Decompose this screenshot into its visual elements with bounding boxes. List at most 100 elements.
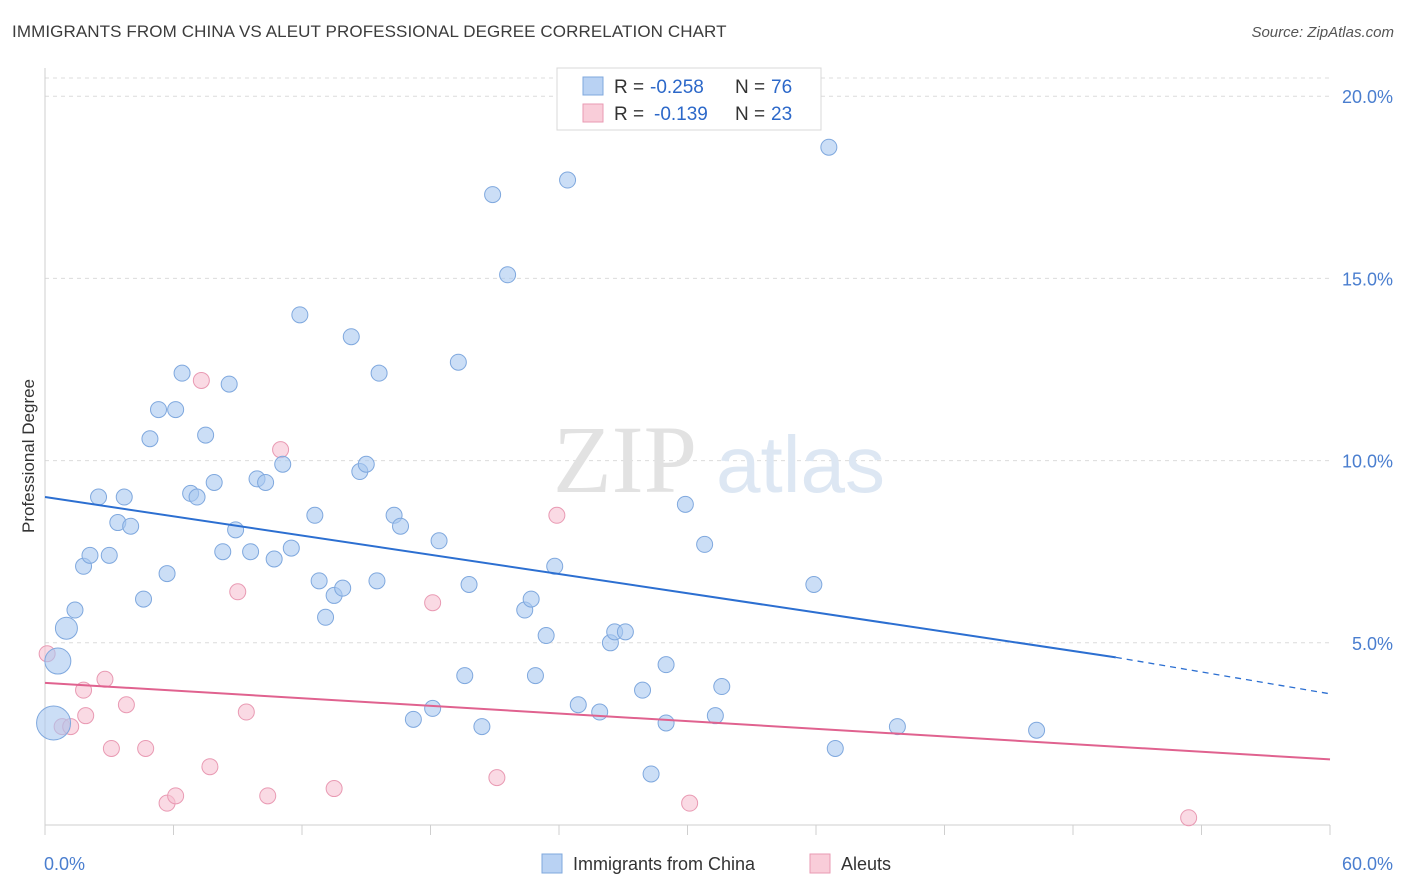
y-tick-labels: 5.0% 10.0% 15.0% 20.0% — [1342, 87, 1393, 654]
china-point — [820, 138, 838, 156]
china-point — [404, 710, 422, 728]
china-point — [167, 401, 185, 419]
china-point — [306, 506, 324, 524]
x-tick-label: 0.0% — [44, 854, 85, 874]
china-point — [242, 543, 260, 561]
china-point — [456, 667, 474, 685]
china-point — [526, 667, 544, 685]
aleut-point — [237, 703, 255, 721]
china-point — [616, 623, 634, 641]
aleut-point — [192, 371, 210, 389]
bottom-legend-swatch-pink — [809, 853, 831, 874]
china-point — [460, 576, 478, 594]
china-point — [805, 576, 823, 594]
y-tick-label: 5.0% — [1352, 634, 1393, 654]
china-point — [449, 353, 467, 371]
china-point — [370, 364, 388, 382]
legend-r-value-1: -0.258 — [650, 77, 704, 98]
china-point — [537, 627, 555, 645]
legend-r-label-2: R = — [614, 104, 644, 125]
china-point — [713, 678, 731, 696]
china-point — [220, 375, 238, 393]
source-label: Source: ZipAtlas.com — [1251, 24, 1394, 41]
china-point — [696, 535, 714, 553]
china-trend-extension — [1115, 656, 1331, 695]
china-point — [888, 718, 906, 736]
china-point — [499, 266, 517, 284]
china-point — [265, 550, 283, 568]
china-point — [634, 681, 652, 699]
china-point — [205, 473, 223, 491]
legend-n-value-2: 23 — [771, 104, 792, 125]
china-point — [36, 705, 72, 741]
aleut-point — [325, 780, 343, 798]
china-point — [473, 718, 491, 736]
bottom-legend-label-2: Aleuts — [841, 854, 891, 874]
legend-n-value-1: 76 — [771, 77, 792, 98]
y-axis-label: Professional Degree — [19, 379, 38, 533]
china-point — [274, 455, 292, 473]
aleut-point — [1180, 809, 1198, 827]
axes — [44, 68, 1331, 835]
china-point — [90, 488, 108, 506]
china-point — [559, 171, 577, 189]
china-point — [657, 714, 675, 732]
aleut-point — [77, 707, 95, 725]
china-point — [141, 430, 159, 448]
china-point — [569, 696, 587, 714]
china-point — [100, 546, 118, 564]
china-point — [484, 186, 502, 204]
trend-lines — [44, 496, 1331, 761]
china-point — [44, 647, 72, 675]
grid — [45, 77, 1330, 644]
y-tick-label: 20.0% — [1342, 87, 1393, 107]
china-point — [676, 495, 694, 513]
china-point — [66, 601, 84, 619]
aleut-point — [96, 670, 114, 688]
legend-n-label-2: N = — [735, 104, 765, 125]
legend-swatch-pink — [582, 103, 604, 123]
legend-n-label-1: N = — [735, 77, 765, 98]
china-point — [826, 739, 844, 757]
legend-r-value-2: -0.139 — [654, 104, 708, 125]
aleut-point — [548, 506, 566, 524]
bottom-legend: Immigrants from China Aleuts — [541, 853, 891, 874]
china-point — [357, 455, 375, 473]
aleut-point — [488, 769, 506, 787]
aleut-point — [201, 758, 219, 776]
china-point — [122, 517, 140, 535]
china-point — [657, 656, 675, 674]
aleut-point — [102, 739, 120, 757]
china-point — [81, 546, 99, 564]
aleut-point — [229, 583, 247, 601]
aleut-point — [137, 739, 155, 757]
china-point — [424, 699, 442, 717]
watermark-atlas: atlas — [716, 420, 885, 509]
china-points — [36, 138, 1046, 783]
china-point — [1028, 721, 1046, 739]
china-point — [591, 703, 609, 721]
china-point — [188, 488, 206, 506]
aleut-point — [681, 794, 699, 812]
watermark: ZIP atlas — [553, 406, 885, 513]
china-point — [54, 616, 78, 640]
bottom-legend-swatch-blue — [541, 853, 563, 874]
aleut-trend-line — [44, 681, 1331, 761]
x-tick-label: 60.0% — [1342, 854, 1393, 874]
china-point — [522, 590, 540, 608]
china-point — [282, 539, 300, 557]
aleut-point — [117, 696, 135, 714]
china-point — [214, 543, 232, 561]
china-point — [310, 572, 328, 590]
legend-swatch-blue — [582, 76, 604, 96]
china-point — [135, 590, 153, 608]
china-trend-line — [44, 496, 1116, 659]
aleut-point — [167, 787, 185, 805]
aleut-point — [259, 787, 277, 805]
legend-r-label-1: R = — [614, 77, 644, 98]
china-point — [430, 532, 448, 550]
china-point — [342, 328, 360, 346]
bottom-legend-label-1: Immigrants from China — [573, 854, 756, 874]
china-point — [115, 488, 133, 506]
